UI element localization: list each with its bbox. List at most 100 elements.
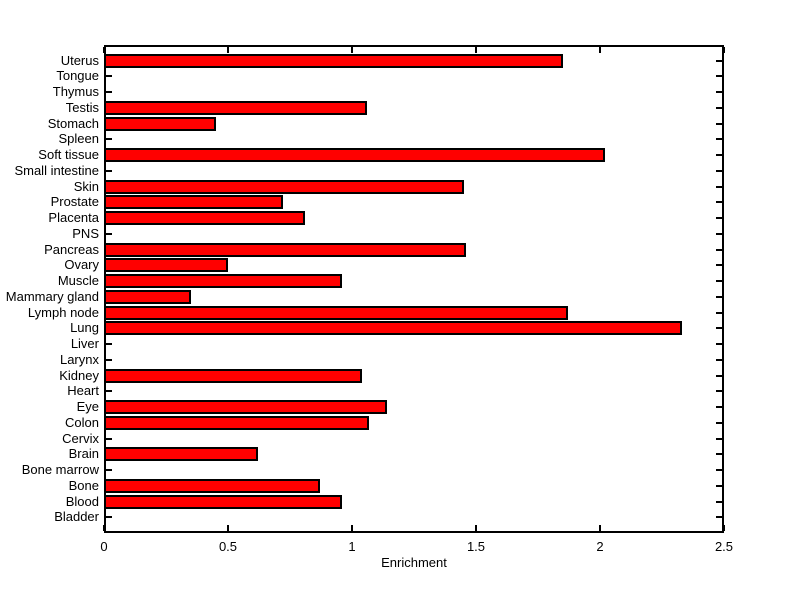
y-tick-label: Tongue: [56, 68, 99, 84]
y-tick-mark-left: [106, 358, 112, 361]
y-tick-label: Testis: [65, 99, 99, 115]
y-tick-mark-left: [106, 343, 112, 346]
y-tick-mark-right: [716, 264, 722, 267]
y-tick-label: Prostate: [50, 194, 99, 210]
bar: [104, 447, 258, 462]
y-tick-label: Cervix: [62, 430, 99, 446]
y-tick-mark-left: [106, 232, 112, 235]
bar: [104, 100, 367, 115]
x-tick-mark-bottom: [723, 525, 725, 531]
y-tick-mark-right: [716, 516, 722, 519]
y-tick-label: Muscle: [57, 273, 99, 289]
x-tick-label: 2: [596, 539, 604, 554]
x-tick-label: 1.5: [466, 539, 486, 554]
y-tick-label: PNS: [72, 225, 99, 241]
x-tick-label: 2.5: [714, 539, 734, 554]
x-axis-title: Enrichment: [381, 555, 447, 570]
y-tick-mark-right: [716, 59, 722, 62]
y-tick-mark-right: [716, 500, 722, 503]
bar: [104, 478, 320, 493]
bar: [104, 494, 342, 509]
bar: [104, 211, 305, 226]
y-tick-label: Pancreas: [44, 241, 99, 257]
y-tick-mark-right: [716, 106, 722, 109]
y-tick-mark-left: [106, 469, 112, 472]
y-tick-mark-right: [716, 406, 722, 409]
bar: [104, 321, 682, 336]
x-tick-mark-top: [103, 47, 105, 53]
y-tick-mark-right: [716, 374, 722, 377]
y-tick-label: Stomach: [47, 115, 99, 131]
y-tick-mark-left: [106, 516, 112, 519]
y-tick-label: Lung: [70, 320, 99, 336]
bar: [104, 258, 228, 273]
y-tick-label: Placenta: [48, 210, 99, 226]
y-tick-label: Spleen: [58, 131, 99, 147]
y-tick-mark-right: [716, 154, 722, 157]
y-tick-mark-left: [106, 169, 112, 172]
x-tick-mark-top: [475, 47, 477, 53]
y-tick-mark-left: [106, 138, 112, 141]
y-tick-mark-right: [716, 280, 722, 283]
y-tick-label: Kidney: [59, 367, 99, 383]
x-tick-mark-bottom: [599, 525, 601, 531]
bar: [104, 400, 387, 415]
y-tick-label: Liver: [70, 336, 99, 352]
y-tick-label: Brain: [68, 446, 99, 462]
y-tick-mark-left: [106, 437, 112, 440]
bar: [104, 53, 563, 68]
x-tick-mark-bottom: [227, 525, 229, 531]
x-tick-mark-bottom: [103, 525, 105, 531]
y-tick-mark-right: [716, 217, 722, 220]
y-tick-label: Bone marrow: [21, 462, 99, 478]
bar: [104, 179, 464, 194]
y-tick-mark-right: [716, 169, 722, 172]
y-tick-mark-right: [716, 327, 722, 330]
x-tick-mark-bottom: [475, 525, 477, 531]
y-tick-label: Bladder: [54, 509, 99, 525]
y-tick-mark-right: [716, 484, 722, 487]
y-tick-mark-right: [716, 91, 722, 94]
x-tick-mark-top: [227, 47, 229, 53]
y-tick-label: Blood: [65, 493, 99, 509]
y-tick-mark-left: [106, 91, 112, 94]
y-tick-mark-right: [716, 75, 722, 78]
y-tick-label: Bone: [68, 477, 99, 493]
y-tick-mark-right: [716, 138, 722, 141]
y-tick-mark-right: [716, 421, 722, 424]
y-tick-label: Larynx: [59, 351, 99, 367]
bar: [104, 289, 191, 304]
bar: [104, 242, 466, 257]
bar: [104, 368, 362, 383]
y-tick-label: Small intestine: [14, 162, 99, 178]
y-tick-mark-right: [716, 248, 722, 251]
y-tick-label: Eye: [76, 399, 99, 415]
bar: [104, 195, 283, 210]
y-tick-mark-right: [716, 185, 722, 188]
y-tick-mark-right: [716, 469, 722, 472]
y-tick-mark-right: [716, 295, 722, 298]
bar: [104, 116, 216, 131]
y-tick-mark-right: [716, 358, 722, 361]
y-tick-mark-right: [716, 343, 722, 346]
y-tick-mark-right: [716, 201, 722, 204]
x-tick-label: 0.5: [218, 539, 238, 554]
y-tick-mark-left: [106, 75, 112, 78]
y-tick-mark-right: [716, 437, 722, 440]
y-tick-label: Lymph node: [27, 304, 99, 320]
y-tick-mark-right: [716, 453, 722, 456]
y-tick-label: Heart: [67, 383, 99, 399]
y-tick-label: Skin: [73, 178, 99, 194]
y-tick-label: Colon: [65, 414, 99, 430]
x-tick-mark-top: [351, 47, 353, 53]
y-tick-label: Soft tissue: [38, 147, 99, 163]
y-tick-mark-right: [716, 122, 722, 125]
y-tick-label: Uterus: [60, 52, 99, 68]
bar: [104, 415, 369, 430]
y-tick-mark-right: [716, 232, 722, 235]
x-tick-mark-top: [723, 47, 725, 53]
y-tick-mark-right: [716, 390, 722, 393]
bar: [104, 305, 568, 320]
y-tick-label: Mammary gland: [5, 288, 99, 304]
